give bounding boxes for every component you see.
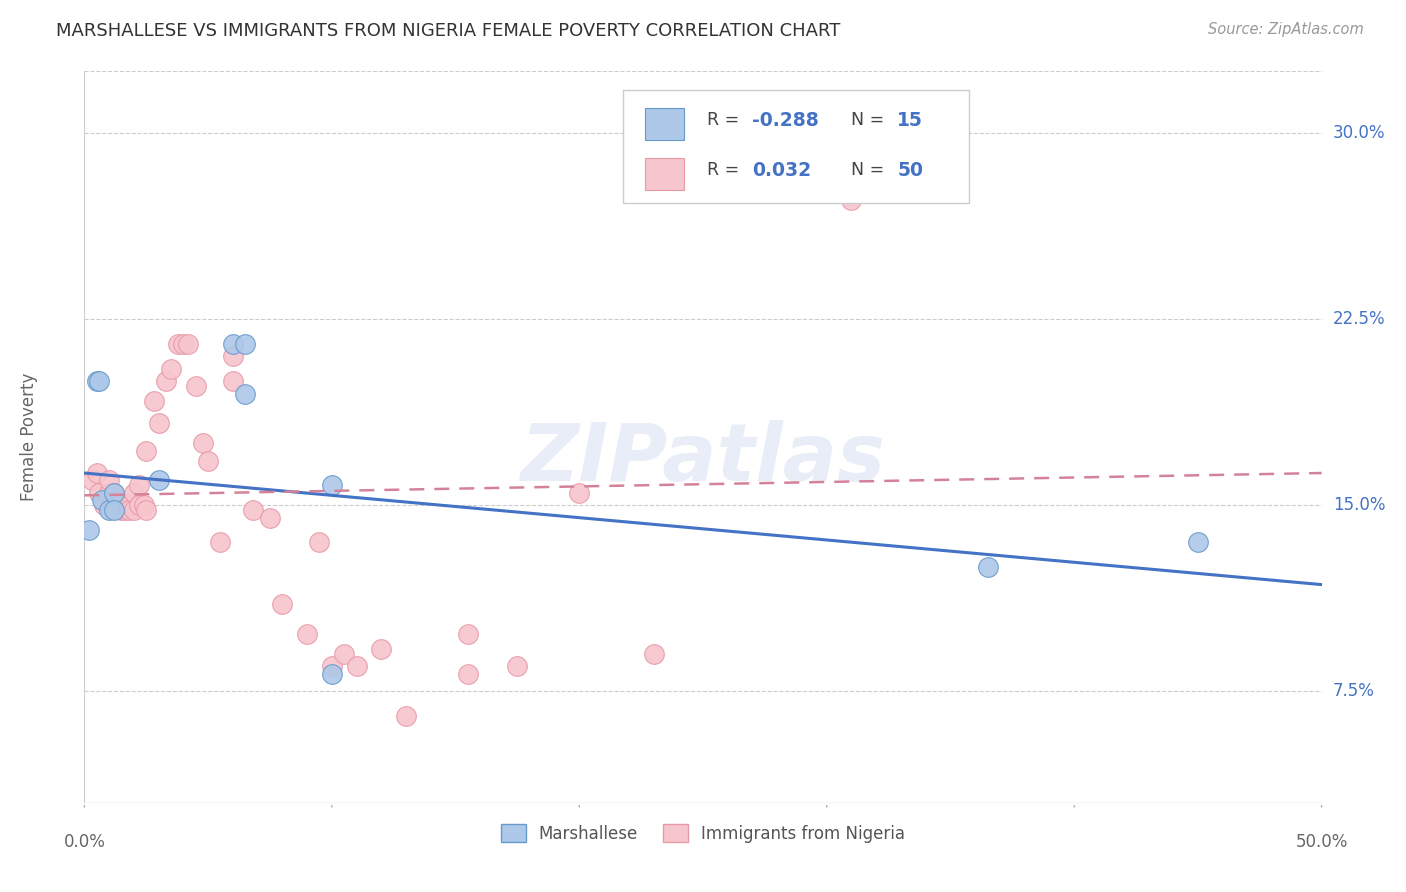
Text: 50: 50 [897, 161, 924, 179]
Point [148, 474, 170, 488]
Point [222, 374, 245, 388]
Point [122, 486, 145, 500]
Point [242, 503, 264, 517]
Point [321, 666, 343, 681]
Point [295, 627, 318, 641]
Text: 0.032: 0.032 [752, 161, 811, 179]
Point [128, 478, 150, 492]
Point [89, 486, 111, 500]
Point [643, 647, 665, 661]
Point [370, 642, 392, 657]
Point [177, 337, 200, 351]
Point [132, 498, 155, 512]
Point [346, 659, 368, 673]
Point [197, 453, 219, 467]
Text: Source: ZipAtlas.com: Source: ZipAtlas.com [1208, 22, 1364, 37]
Text: 7.5%: 7.5% [1333, 682, 1375, 700]
Point [172, 337, 194, 351]
Point [395, 709, 418, 723]
Point [79, 523, 101, 537]
Point [184, 379, 207, 393]
Text: 50.0%: 50.0% [1295, 833, 1348, 851]
Bar [645, 108, 685, 140]
Point [89, 374, 111, 388]
Point [506, 659, 529, 673]
Point [103, 486, 125, 500]
Point [142, 394, 165, 409]
Text: MARSHALLESE VS IMMIGRANTS FROM NIGERIA FEMALE POVERTY CORRELATION CHART: MARSHALLESE VS IMMIGRANTS FROM NIGERIA F… [56, 22, 841, 40]
Text: 30.0%: 30.0% [1333, 124, 1385, 143]
Point [112, 503, 135, 517]
Legend: Marshallese, Immigrants from Nigeria: Marshallese, Immigrants from Nigeria [494, 818, 912, 849]
Point [233, 386, 256, 401]
Point [105, 493, 128, 508]
Point [321, 659, 343, 673]
Point [103, 503, 125, 517]
Text: Female Poverty: Female Poverty [20, 373, 38, 501]
Point [118, 498, 141, 512]
Point [191, 436, 214, 450]
Point [233, 337, 256, 351]
Text: ZIPatlas: ZIPatlas [520, 420, 886, 498]
Point [108, 498, 131, 512]
Point [160, 362, 183, 376]
Point [135, 443, 157, 458]
Point [90, 493, 112, 508]
Point [135, 503, 157, 517]
Point [209, 535, 232, 549]
Point [93, 498, 115, 512]
Text: 15: 15 [897, 111, 924, 130]
Text: -0.288: -0.288 [752, 111, 820, 130]
Bar [645, 158, 685, 190]
Point [728, 138, 751, 153]
Text: R =: R = [707, 112, 744, 129]
Point [271, 598, 294, 612]
Point [841, 194, 863, 208]
Point [259, 510, 281, 524]
Point [103, 486, 125, 500]
Point [110, 503, 132, 517]
Text: 22.5%: 22.5% [1333, 310, 1385, 328]
Point [86, 374, 108, 388]
Point [457, 627, 479, 641]
Point [1187, 535, 1209, 549]
Text: 0.0%: 0.0% [63, 833, 105, 851]
Point [148, 417, 170, 431]
Text: 15.0%: 15.0% [1333, 496, 1385, 515]
Point [308, 535, 330, 549]
Point [167, 337, 190, 351]
Point [86, 466, 108, 480]
Point [457, 666, 479, 681]
Point [80, 474, 103, 488]
Text: N =: N = [852, 161, 890, 179]
Point [976, 560, 998, 574]
Point [128, 498, 150, 512]
Point [155, 374, 177, 388]
Point [98, 503, 121, 517]
Point [222, 337, 245, 351]
Point [568, 486, 591, 500]
Point [98, 486, 121, 500]
FancyBboxPatch shape [623, 90, 969, 203]
Point [122, 503, 145, 517]
Point [118, 503, 141, 517]
Text: N =: N = [852, 112, 890, 129]
Point [321, 478, 343, 492]
Point [333, 647, 356, 661]
Text: R =: R = [707, 161, 744, 179]
Point [98, 474, 121, 488]
Point [222, 350, 245, 364]
